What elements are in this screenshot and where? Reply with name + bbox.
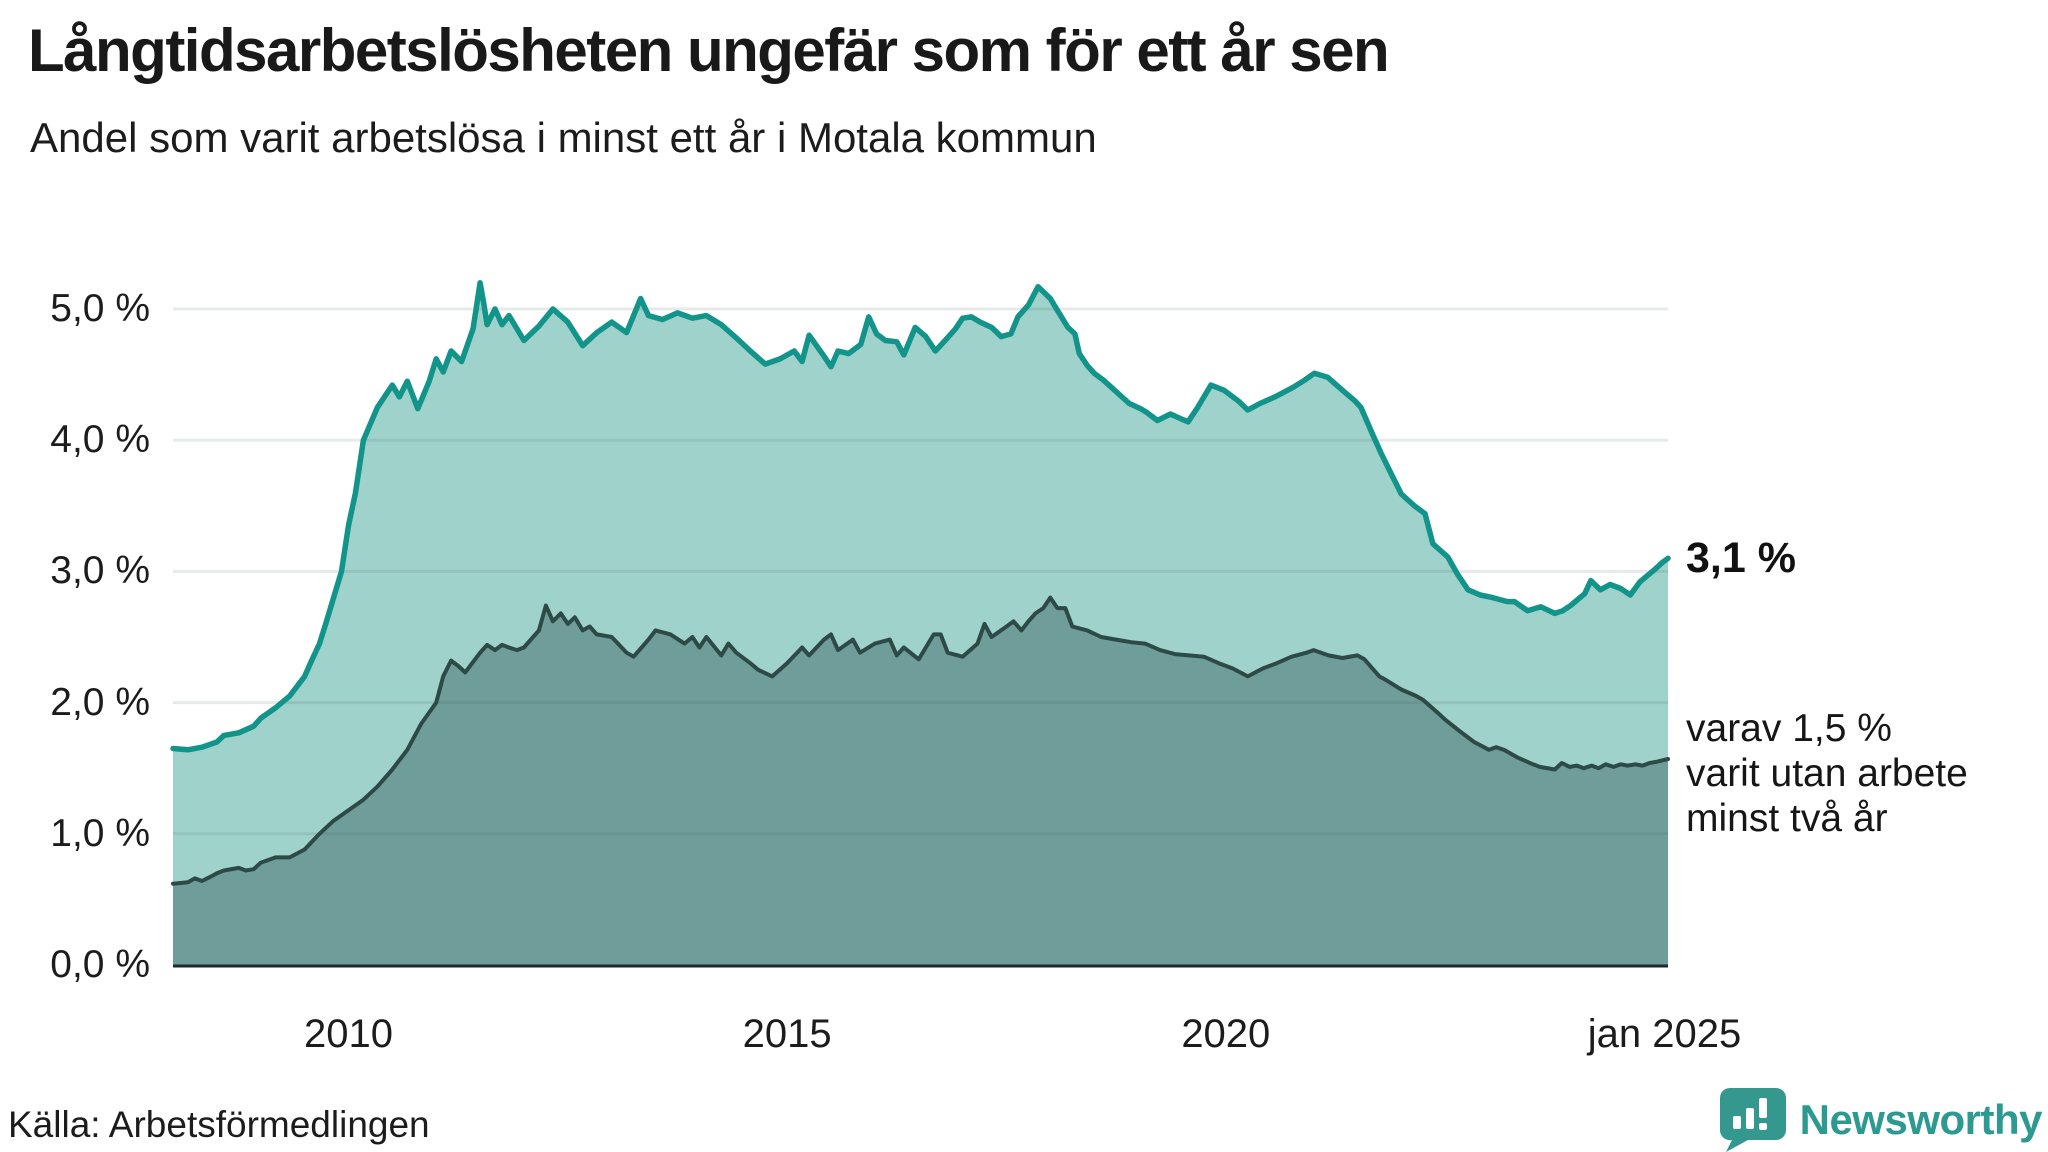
newsworthy-logo: Newsworthy <box>1718 1088 2043 1152</box>
series-one-year-line <box>170 280 1671 753</box>
secondary-annotation-line2: varit utan arbete <box>1686 752 1968 795</box>
series-two-year-line <box>171 595 1670 886</box>
secondary-annotation-line3: minst två år <box>1686 797 1888 840</box>
y-tick-label: 0,0 % <box>50 943 150 986</box>
chart-subtitle: Andel som varit arbetslösa i minst ett å… <box>30 114 1097 161</box>
secondary-annotation-line1: varav 1,5 % <box>1686 707 1892 750</box>
y-tick-label: 3,0 % <box>50 549 150 593</box>
x-tick-label: jan 2025 <box>1587 1012 1742 1056</box>
secondary-series-annotation: varav 1,5 % varit utan arbete minst två … <box>1686 706 1968 841</box>
x-tick-label: 2015 <box>742 1012 832 1056</box>
newsworthy-brand-text: Newsworthy <box>1799 1096 2043 1143</box>
y-tick-label: 2,0 % <box>50 680 150 724</box>
series-two-year-area <box>173 597 1668 965</box>
page-title: Långtidsarbetslösheten ungefär som för e… <box>28 17 1390 84</box>
y-tick-label: 5,0 % <box>50 287 150 330</box>
x-tick-label: 2020 <box>1181 1012 1271 1056</box>
x-tick-label: 2010 <box>303 1012 393 1056</box>
source-attribution: Källa: Arbetsförmedlingen <box>8 1104 430 1145</box>
y-tick-label: 1,0 % <box>50 811 150 855</box>
latest-value-label: 3,1 % <box>1686 534 1796 582</box>
newsworthy-pin-icon <box>1719 1088 1786 1152</box>
y-tick-label: 4,0 % <box>50 418 150 462</box>
